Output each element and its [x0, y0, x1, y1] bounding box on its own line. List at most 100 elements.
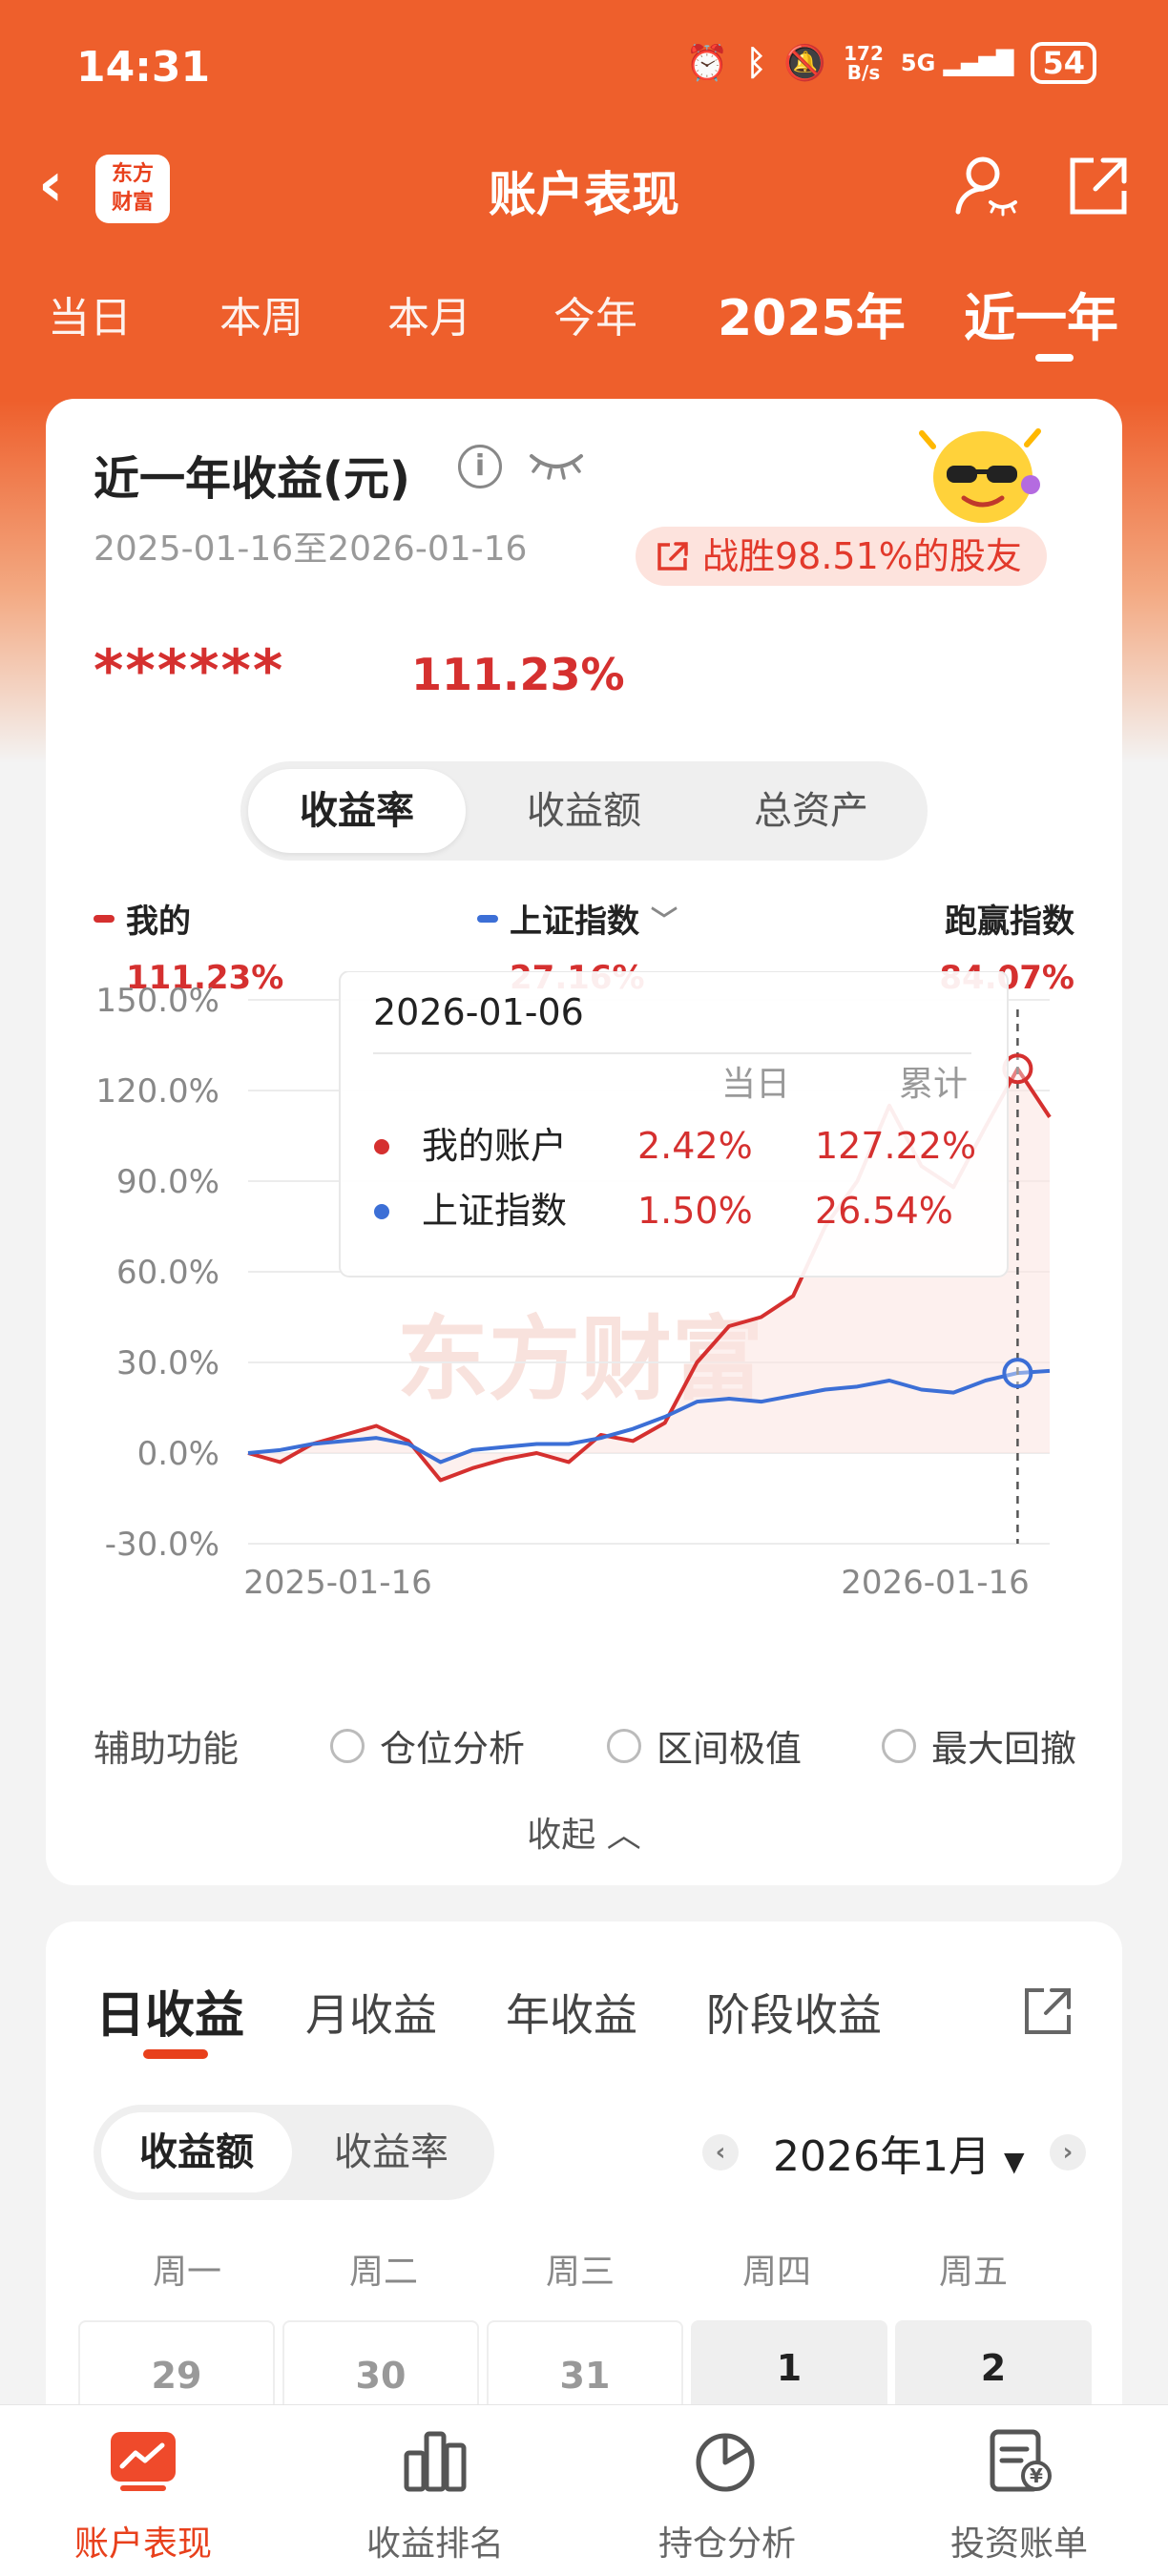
tooltip-col-daily: 当日 [721, 1065, 790, 1104]
status-time: 14:31 [76, 43, 211, 92]
option-max-drawdown[interactable]: 最大回撤 [882, 1719, 1076, 1772]
tooltip-daily-value: 1.50% [637, 1190, 753, 1232]
aux-functions: 辅助功能 仓位分析 区间极值 最大回撤 [94, 1719, 1086, 1776]
share-icon[interactable] [1021, 1984, 1074, 2038]
pie-chart-icon [696, 2433, 755, 2492]
tooltip-col-cum: 累计 [899, 1065, 968, 1104]
caret-down-icon: ▼ [1003, 2146, 1025, 2177]
highlight-point-index [1002, 1358, 1033, 1389]
month-selector[interactable]: 2026年1月 ▼ [773, 2132, 1025, 2181]
tab-this-month[interactable]: 本月 [387, 294, 471, 343]
date-range: 2025-01-16至2026-01-16 [94, 530, 528, 569]
tab-daily-profit[interactable]: 日收益 [95, 1987, 245, 2045]
y-tick-label: 150.0% [95, 982, 219, 1020]
tab-return-rate[interactable]: 收益率 [248, 769, 466, 853]
nav-holdings-analysis[interactable]: 持仓分析 [613, 2424, 842, 2566]
metric-segmented-control: 收益率 收益额 总资产 [240, 761, 928, 861]
weekday-label: 周三 [545, 2253, 615, 2292]
tab-this-year[interactable]: 今年 [553, 294, 637, 343]
hidden-amount: ****** [94, 637, 285, 704]
brand-logo: 东方 财富 [95, 155, 170, 223]
tooltip-box [339, 971, 1009, 1278]
collapse-button[interactable]: 收起 ︿ [527, 1816, 641, 1855]
legend-mine-swatch [94, 914, 115, 923]
tab-yearly-profit[interactable]: 年收益 [506, 1989, 637, 2041]
profit-tab-indicator [143, 2049, 208, 2059]
info-icon[interactable]: i [458, 445, 502, 488]
tooltip-dot [374, 1139, 389, 1154]
battery-indicator: 54 [1031, 42, 1096, 84]
share-icon[interactable] [1065, 153, 1132, 219]
radio-icon[interactable] [882, 1728, 916, 1763]
weekday-label: 周二 [348, 2253, 418, 2292]
tab-today[interactable]: 当日 [48, 294, 132, 343]
option-range-extremes[interactable]: 区间极值 [607, 1719, 802, 1772]
bottom-navigation: 账户表现 收益排名 持仓分析 ¥ 投资账单 [0, 2404, 1168, 2576]
chevron-down-icon[interactable]: ﹀ [651, 904, 678, 936]
view-rate[interactable]: 收益率 [334, 2130, 448, 2174]
view-amount[interactable]: 收益额 [101, 2112, 292, 2192]
radio-icon[interactable] [330, 1728, 365, 1763]
tooltip-series-name: 我的账户 [422, 1125, 567, 1167]
tab-monthly-profit[interactable]: 月收益 [305, 1989, 437, 2041]
tooltip-cum-value: 26.54% [815, 1190, 953, 1232]
period-tabs: 当日 本周 本月 今年 2025年 近一年 [0, 272, 1168, 367]
nav-account-performance[interactable]: 账户表现 [29, 2424, 258, 2566]
summary-title: 近一年收益(元) [94, 452, 410, 506]
series-line-index [247, 1368, 1051, 1465]
prev-month-icon[interactable]: ‹ [702, 2134, 739, 2171]
radio-icon[interactable] [607, 1728, 641, 1763]
nav-profit-ranking[interactable]: 收益排名 [321, 2424, 550, 2566]
weekday-label: 周四 [741, 2253, 811, 2292]
y-tick-label: 90.0% [116, 1163, 219, 1201]
bluetooth-icon: ᛒ [745, 43, 767, 83]
tab-stage-profit[interactable]: 阶段收益 [706, 1989, 882, 2041]
nav-investment-bill[interactable]: ¥ 投资账单 [905, 2424, 1134, 2566]
tooltip-cum-value: 127.22% [815, 1125, 976, 1167]
alarm-icon: ⏰ [685, 44, 729, 83]
y-tick-label: 0.0% [137, 1435, 219, 1473]
return-chart[interactable]: 东方财富150.0%120.0%90.0%60.0%30.0%0.0%-30.0… [46, 971, 1122, 1696]
y-tick-label: 30.0% [116, 1344, 219, 1382]
beat-percentile-badge[interactable]: 战胜98.51%的股友 [636, 527, 1047, 586]
tooltip-series-name: 上证指数 [422, 1190, 567, 1232]
status-bar: 14:31 ⏰ ᛒ 🔕 172 B/s 5G ▂▄▆█ 54 [0, 0, 1168, 134]
tooltip-date: 2026-01-06 [373, 991, 584, 1033]
share-out-icon [657, 542, 688, 571]
user-privacy-icon[interactable] [952, 153, 1019, 219]
aux-label: 辅助功能 [94, 1728, 240, 1770]
x-tick-label: 2026-01-16 [841, 1564, 1030, 1602]
tab-year-2025[interactable]: 2025年 [718, 290, 906, 347]
chevron-up-icon: ︿ [606, 1816, 641, 1855]
return-percentage: 111.23% [411, 649, 625, 700]
legend-index-swatch [477, 914, 498, 923]
mascot-emoji-icon [919, 428, 1041, 523]
network-speed: 172 B/s [844, 42, 884, 84]
page-title: 账户表现 [489, 167, 679, 222]
chart-trend-icon [111, 2432, 176, 2491]
next-month-icon[interactable]: › [1050, 2134, 1086, 2171]
tab-this-week[interactable]: 本周 [219, 294, 303, 343]
bar-chart-icon [404, 2431, 467, 2492]
hide-amount-icon[interactable] [528, 448, 585, 481]
legend-mine-value: 111.23% [126, 959, 284, 997]
tab-total-assets[interactable]: 总资产 [754, 789, 868, 833]
tooltip-daily-value: 2.42% [637, 1125, 753, 1167]
back-icon[interactable]: ‹ [38, 150, 64, 220]
series-area-mine [248, 1069, 1050, 1481]
svg-text:¥: ¥ [1030, 2464, 1043, 2487]
active-tab-indicator [1035, 354, 1074, 362]
status-icons: ⏰ ᛒ 🔕 172 B/s 5G ▂▄▆█ 54 [686, 42, 1096, 84]
y-tick-label: 60.0% [116, 1254, 219, 1292]
tab-last-year[interactable]: 近一年 [964, 288, 1118, 348]
tooltip-dot [374, 1204, 389, 1219]
signal-icon: 5G ▂▄▆█ [900, 50, 1014, 76]
weekday-label: 周五 [938, 2253, 1008, 2292]
performance-card: 近一年收益(元) i 2025-01-16至2026-01-16 战胜98.51… [46, 399, 1122, 1885]
tab-return-amount[interactable]: 收益额 [527, 789, 641, 833]
y-tick-label: 120.0% [95, 1072, 219, 1111]
y-tick-label: -30.0% [105, 1526, 219, 1564]
option-position-analysis[interactable]: 仓位分析 [330, 1719, 525, 1772]
calendar-view-toggle: 收益额 收益率 [94, 2105, 494, 2200]
